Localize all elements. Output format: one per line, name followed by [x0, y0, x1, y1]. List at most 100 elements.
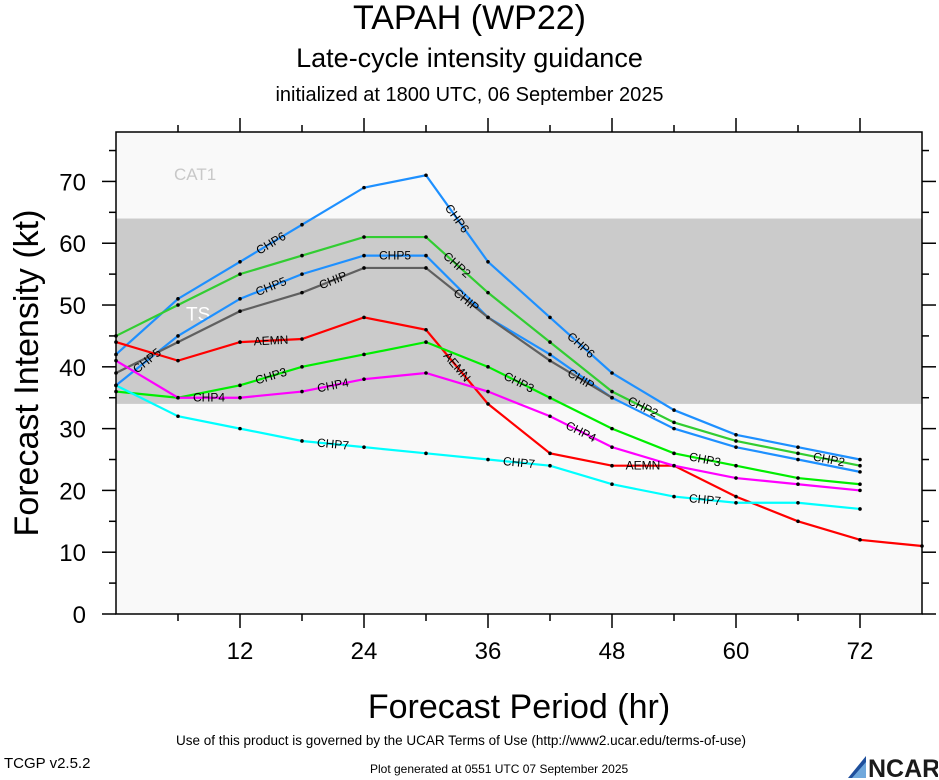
data-point: [548, 395, 552, 400]
data-point: [548, 463, 552, 468]
series-chp6: [114, 173, 862, 462]
y-tick-label: 70: [59, 169, 86, 196]
data-point: [858, 470, 862, 474]
data-point: [672, 408, 676, 412]
data-point: [486, 365, 490, 369]
x-tick-label: 24: [351, 638, 378, 665]
x-tick-label: 60: [723, 638, 750, 665]
series-label: CHP7: [316, 436, 350, 453]
data-point: [548, 340, 552, 344]
band-label-ts: TS: [186, 305, 210, 326]
data-point: [796, 500, 800, 505]
data-point: [176, 334, 180, 338]
series-label: CHP5: [379, 249, 411, 263]
data-point: [796, 482, 800, 487]
data-point: [796, 476, 800, 480]
data-point: [424, 253, 428, 258]
chart-title: TAPAH (WP22): [353, 0, 586, 37]
data-point: [734, 432, 738, 437]
series-label: CHP4: [316, 375, 350, 395]
data-point: [424, 173, 428, 178]
data-point: [176, 358, 180, 363]
data-point: [672, 420, 676, 425]
data-point: [300, 365, 304, 369]
data-point: [858, 482, 862, 487]
x-tick-label: 48: [599, 638, 626, 665]
series-label: AEMN: [253, 333, 288, 349]
data-point: [486, 315, 490, 320]
data-point: [796, 451, 800, 456]
data-point: [238, 395, 242, 400]
data-point: [176, 395, 180, 400]
data-point: [548, 451, 552, 456]
version-label: TCGP v2.5.2: [4, 755, 91, 772]
x-tick-label: 72: [847, 638, 874, 665]
data-point: [858, 457, 862, 462]
data-point: [424, 451, 428, 456]
y-tick-label: 20: [59, 478, 86, 505]
data-point: [424, 266, 428, 270]
data-point: [610, 371, 614, 375]
data-point: [238, 272, 242, 276]
x-tick-label: 36: [475, 638, 502, 665]
data-point: [672, 463, 676, 468]
data-point: [300, 337, 304, 341]
series-label: CHP3: [688, 450, 722, 470]
data-point: [424, 371, 428, 375]
data-point: [486, 389, 490, 394]
terms-of-use: Use of this product is governed by the U…: [176, 733, 746, 748]
data-point: [362, 377, 366, 381]
series-chp4: [114, 358, 862, 493]
data-point: [672, 494, 676, 499]
band-cat1: [116, 132, 922, 219]
data-point: [796, 457, 800, 462]
series-label: CHP7: [502, 454, 536, 471]
data-point: [486, 290, 490, 295]
data-point: [238, 383, 242, 388]
data-point: [734, 439, 738, 443]
data-point: [734, 494, 738, 499]
data-point: [362, 352, 366, 357]
data-point: [300, 389, 304, 394]
data-point: [672, 426, 676, 431]
data-point: [548, 352, 552, 357]
y-tick-label: 30: [59, 417, 86, 444]
data-point: [300, 272, 304, 276]
series-aemn: [114, 315, 924, 548]
series-line-aemn: [115, 316, 923, 548]
data-point: [858, 507, 862, 511]
data-point: [796, 519, 800, 524]
plot-frame: [115, 131, 923, 615]
data-point: [300, 290, 304, 295]
data-point: [548, 315, 552, 320]
data-point: [610, 445, 614, 449]
series-label: CHP2: [812, 450, 846, 470]
data-point: [238, 426, 242, 431]
ncar-logo: NCAR: [848, 755, 938, 780]
y-tick-label: 40: [59, 355, 86, 382]
data-point: [858, 538, 862, 542]
data-point: [176, 297, 180, 301]
data-point: [796, 445, 800, 449]
x-tick-label: 12: [227, 638, 254, 665]
data-point: [486, 457, 490, 462]
series-chp2: [114, 235, 862, 468]
series-chip: [114, 266, 614, 400]
band-label-cat1: CAT1: [174, 165, 216, 184]
data-point: [486, 259, 490, 264]
data-point: [300, 222, 304, 227]
data-point: [610, 463, 614, 468]
data-point: [610, 482, 614, 487]
y-tick-label: 60: [59, 231, 86, 258]
data-point: [424, 327, 428, 332]
generated-time: Plot generated at 0551 UTC 07 September …: [370, 762, 629, 776]
y-tick-label: 50: [59, 293, 86, 320]
data-point: [362, 445, 366, 449]
data-point: [176, 340, 180, 344]
data-point: [734, 476, 738, 480]
data-point: [176, 303, 180, 307]
series-label: CHP7: [688, 491, 722, 508]
band-ts: [116, 218, 922, 404]
data-point: [362, 315, 366, 320]
chart-subtitle: Late-cycle intensity guidance: [296, 43, 643, 73]
